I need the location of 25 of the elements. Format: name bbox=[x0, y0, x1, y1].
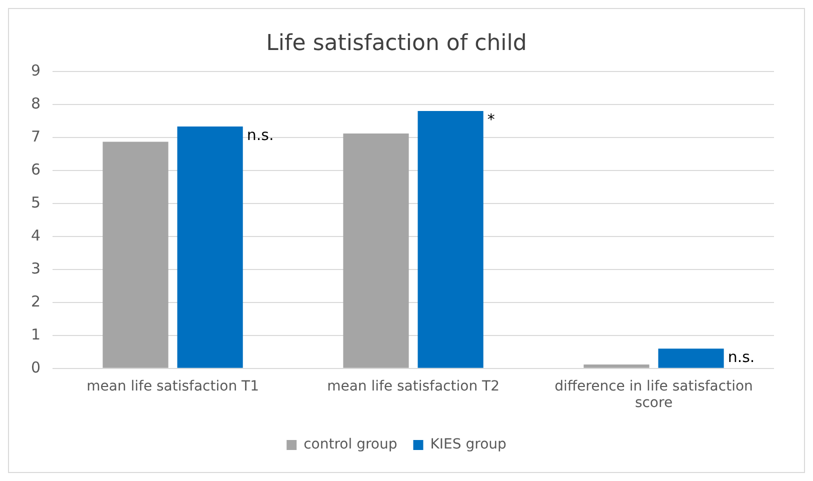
x-tick-label: mean life satisfaction T1 bbox=[86, 378, 259, 394]
y-tick-label: 7 bbox=[30, 127, 41, 146]
bar bbox=[418, 111, 484, 368]
y-tick-label: 5 bbox=[30, 193, 41, 212]
annotation: * bbox=[487, 110, 496, 128]
y-tick-label: 9 bbox=[30, 61, 41, 80]
chart-title: Life satisfaction of child bbox=[266, 30, 527, 56]
bar bbox=[102, 142, 168, 368]
y-tick-label: 4 bbox=[30, 226, 41, 244]
y-tick-label: 8 bbox=[30, 94, 41, 112]
x-tick-label: mean life satisfaction T2 bbox=[327, 378, 500, 394]
y-tick-label: 2 bbox=[30, 292, 41, 310]
annotation: n.s. bbox=[246, 126, 274, 144]
y-tick-label: 0 bbox=[30, 358, 41, 376]
bar bbox=[177, 126, 243, 368]
y-tick-label: 3 bbox=[30, 259, 41, 278]
x-tick-label: difference in life satisfaction score bbox=[554, 378, 753, 412]
bar bbox=[584, 364, 650, 368]
legend-label: KIES group bbox=[430, 436, 507, 453]
y-tick-label: 6 bbox=[30, 160, 41, 178]
bar bbox=[658, 348, 724, 368]
annotation: n.s. bbox=[728, 348, 755, 366]
bar bbox=[343, 133, 409, 368]
y-tick-label: 1 bbox=[30, 325, 41, 344]
legend-label: control group bbox=[304, 436, 398, 453]
